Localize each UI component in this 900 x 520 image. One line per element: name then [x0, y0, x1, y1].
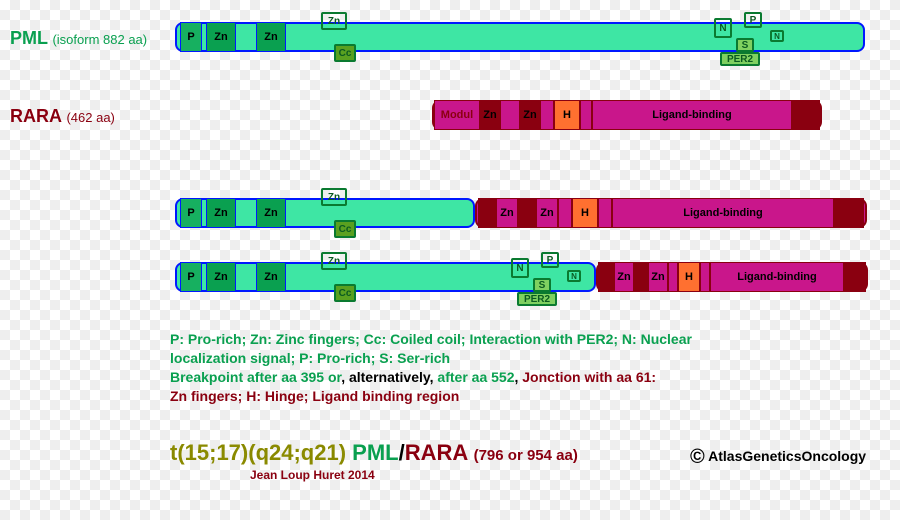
- domain: [598, 198, 612, 228]
- pml-tag: Cc: [334, 44, 356, 62]
- domain: Zn: [536, 198, 558, 228]
- pml-tag: N: [511, 258, 529, 278]
- domain: Zn: [206, 262, 236, 292]
- domain: [700, 262, 710, 292]
- domain: P: [180, 22, 202, 52]
- domain: [518, 198, 536, 228]
- domain: [500, 100, 520, 130]
- pml-tag: Cc: [334, 284, 356, 302]
- domain: Zn: [520, 100, 540, 130]
- domain: Zn: [480, 100, 500, 130]
- domain: Zn: [496, 198, 518, 228]
- domain: [668, 262, 678, 292]
- domain: [558, 198, 572, 228]
- domain: [844, 262, 866, 292]
- pml-tag: Zn: [321, 252, 347, 270]
- domain: Zn: [206, 198, 236, 228]
- domain: Zn: [256, 262, 286, 292]
- pml-tag: P: [541, 252, 559, 268]
- domain: Ligand-binding: [612, 198, 834, 228]
- pml-tag: PER2: [720, 52, 760, 66]
- domain: [634, 262, 648, 292]
- domain: [792, 100, 820, 130]
- domain: Modul: [434, 100, 480, 130]
- pml-tag: N: [567, 270, 581, 282]
- domain: H: [554, 100, 580, 130]
- translocation-title: t(15;17)(q24;q21) PML/RARA (796 or 954 a…: [170, 440, 578, 466]
- domain: P: [180, 262, 202, 292]
- domain: [580, 100, 592, 130]
- domain: [598, 262, 614, 292]
- pml-tag: S: [533, 278, 551, 292]
- pml-tag: N: [714, 18, 732, 38]
- domain: [834, 198, 864, 228]
- pml-tag: S: [736, 38, 754, 52]
- pml-title: PML (isoform 882 aa): [10, 28, 147, 49]
- pml-tag: N: [770, 30, 784, 42]
- pml-tag: Zn: [321, 188, 347, 206]
- diagram-root: { "colors": { "pml_body": "#3ee6a4", "pm…: [0, 0, 900, 520]
- pml-tag: Zn: [321, 12, 347, 30]
- domain: Zn: [614, 262, 634, 292]
- copyright: © AtlasGeneticsOncology: [690, 446, 866, 469]
- domain: [478, 198, 496, 228]
- domain: Zn: [256, 22, 286, 52]
- domain: Zn: [256, 198, 286, 228]
- credit: Jean Loup Huret 2014: [250, 468, 375, 482]
- domain: H: [678, 262, 700, 292]
- domain: Zn: [648, 262, 668, 292]
- domain: P: [180, 198, 202, 228]
- pml-tag: P: [744, 12, 762, 28]
- pml-tag: Cc: [334, 220, 356, 238]
- pml-tag: PER2: [517, 292, 557, 306]
- domain: [540, 100, 554, 130]
- domain: Ligand-binding: [592, 100, 792, 130]
- rara-title: RARA (462 aa): [10, 106, 115, 127]
- domain: Zn: [206, 22, 236, 52]
- legend-block: P: Pro-rich; Zn: Zinc fingers; Cc: Coile…: [170, 330, 860, 406]
- domain: H: [572, 198, 598, 228]
- domain: Ligand-binding: [710, 262, 844, 292]
